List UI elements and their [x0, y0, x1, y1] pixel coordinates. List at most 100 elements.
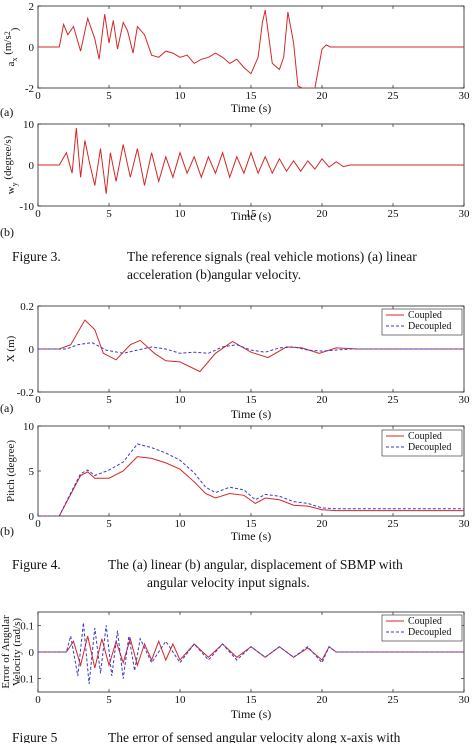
figure5-caption-number: Figure 5 — [12, 730, 58, 743]
series-decoupled-line — [38, 443, 464, 516]
x-tick-label: 0 — [35, 394, 41, 406]
x-tick-label: 30 — [459, 90, 471, 102]
series-decoupled-line — [38, 342, 464, 354]
y-tick-label: 2 — [29, 1, 35, 13]
chart-fig4b: 0 5 10 15 20 25 30 0 5 10 Time (s) Pitch (degree) (b… — [0, 421, 470, 543]
legend-label-coupled: Coupled — [408, 310, 442, 321]
x-tick-label: 30 — [459, 694, 471, 706]
y-axis-label-line1: Error of Angular — [0, 615, 12, 689]
y-tick-label: -2 — [25, 83, 34, 95]
series-coupled-line — [38, 456, 464, 516]
figure4-caption-number: Figure 4. — [12, 557, 61, 572]
x-tick-label: 20 — [317, 694, 329, 706]
x-tick-label: 25 — [388, 518, 400, 530]
panel-label: (a) — [0, 401, 13, 415]
y-axis-label-line2: Velocity (rad/s) — [11, 618, 23, 686]
x-axis-label: Time (s) — [231, 209, 272, 223]
x-tick-label: 5 — [106, 208, 112, 220]
x-tick-label: 20 — [317, 208, 329, 220]
figure5-caption-line1: The error of sensed angular velocity alo… — [108, 730, 401, 743]
y-tick-label: 10 — [23, 119, 35, 131]
series-coupled-line — [38, 9, 464, 88]
legend-label-decoupled: Decoupled — [408, 627, 451, 638]
figure4-caption: Figure 4. The (a) linear (b) angular, di… — [0, 556, 474, 592]
x-axis-label: Time (s) — [231, 407, 272, 421]
x-tick-label: 25 — [388, 694, 400, 706]
x-tick-label: 25 — [388, 208, 400, 220]
x-tick-label: 0 — [35, 90, 41, 102]
x-tick-label: 30 — [459, 208, 471, 220]
x-tick-label: 30 — [459, 518, 471, 530]
x-tick-label: 15 — [246, 394, 258, 406]
x-tick-label: 20 — [317, 90, 329, 102]
figure4-caption-line2: angular velocity input signals. — [147, 575, 310, 590]
y-tick-label: 0 — [29, 344, 35, 356]
x-tick-label: 5 — [106, 518, 112, 530]
y-tick-label: 0.2 — [20, 301, 34, 313]
x-tick-label: 25 — [388, 90, 400, 102]
legend-box — [381, 429, 463, 457]
x-tick-label: 25 — [388, 394, 400, 406]
y-tick-label: -0.2 — [17, 387, 34, 399]
panel-label: (b) — [0, 524, 14, 538]
figure3-caption-number: Figure 3. — [12, 249, 61, 264]
x-tick-label: 10 — [175, 208, 187, 220]
y-tick-label: -10 — [19, 201, 34, 213]
x-tick-label: 15 — [246, 518, 258, 530]
y-tick-label: 0 — [29, 160, 35, 172]
x-tick-label: 15 — [246, 90, 258, 102]
x-axis-label: Time (s) — [231, 101, 272, 115]
y-tick-label: 0 — [29, 42, 35, 54]
x-tick-label: 5 — [106, 694, 112, 706]
figure5-caption: Figure 5 The error of sensed angular vel… — [0, 730, 474, 743]
x-tick-label: 20 — [317, 518, 329, 530]
figure3-caption-line2: acceleration (b)angular velocity. — [127, 267, 302, 282]
x-tick-label: 0 — [35, 694, 41, 706]
x-tick-label: 15 — [246, 208, 258, 220]
y-tick-label: 0 — [29, 647, 35, 659]
figure3-caption-line1: The reference signals (real vehicle moti… — [127, 249, 417, 264]
y-axis-label: ax (m/s2) — [2, 27, 21, 66]
x-tick-label: 20 — [317, 394, 329, 406]
y-axis-label: X (m) — [5, 335, 17, 362]
x-axis-label: Time (s) — [231, 529, 272, 543]
legend-label-decoupled: Decoupled — [408, 442, 451, 453]
x-tick-label: 10 — [175, 90, 187, 102]
x-tick-label: 30 — [459, 394, 471, 406]
legend-label-decoupled: Decoupled — [408, 321, 451, 332]
y-tick-label: 5 — [29, 466, 35, 478]
series-coupled-line — [38, 635, 464, 669]
panel-label: (a) — [0, 105, 13, 119]
figure3-caption: Figure 3. The reference signals (real ve… — [0, 248, 474, 284]
panel-label: (b) — [0, 225, 14, 239]
y-axis-label: Pitch (degree) — [5, 440, 17, 502]
x-tick-label: 0 — [35, 208, 41, 220]
x-tick-label: 5 — [106, 394, 112, 406]
y-tick-label: 10 — [23, 421, 35, 433]
y-tick-label: -0.1 — [17, 674, 34, 686]
x-tick-label: 0 — [35, 518, 41, 530]
y-tick-label: 0.1 — [20, 620, 34, 632]
series-coupled-line — [38, 128, 464, 194]
series-decoupled-line — [38, 622, 464, 685]
legend-box — [381, 614, 463, 642]
figure4-caption-line1: The (a) linear (b) angular, displacement… — [108, 557, 403, 572]
x-tick-label: 10 — [175, 518, 187, 530]
y-axis-label: wy (degree/s) — [2, 135, 19, 194]
x-tick-label: 5 — [106, 90, 112, 102]
series-coupled-line — [38, 319, 464, 373]
x-tick-label: 10 — [175, 394, 187, 406]
legend-box — [381, 308, 463, 336]
legend-label-coupled: Coupled — [408, 431, 442, 442]
legend-label-coupled: Coupled — [408, 616, 442, 627]
y-tick-label: 0 — [29, 511, 35, 523]
